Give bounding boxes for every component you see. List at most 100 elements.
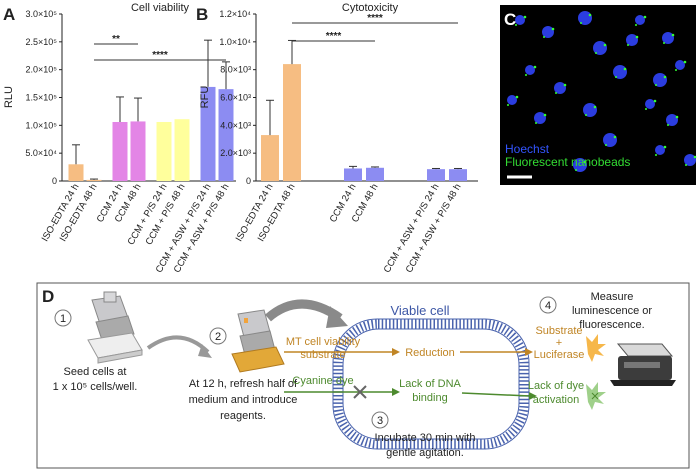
arrowhead (525, 348, 533, 356)
nanobead (563, 83, 567, 87)
nanobead (605, 144, 607, 146)
nanobead (643, 15, 647, 19)
process-label: Reduction (405, 347, 455, 359)
arrow (461, 392, 531, 397)
nanobead (523, 15, 527, 19)
nucleus (603, 133, 617, 147)
panel-label: C (504, 10, 516, 29)
text-line: Lack of dye (528, 380, 584, 392)
nanobead (613, 135, 617, 139)
nanobead (653, 99, 657, 103)
input-label: Cyanine dye (292, 375, 353, 387)
nanobead (667, 124, 669, 126)
nanobead (583, 160, 587, 164)
y-tick-label: 1.0×10⁵ (25, 120, 57, 130)
bar (261, 135, 279, 181)
nanobead (543, 36, 545, 38)
arrowhead (529, 392, 537, 400)
significance-label: **** (152, 50, 168, 61)
nucleus (534, 112, 546, 124)
nanobead (575, 169, 577, 171)
fluorescence-burst (586, 382, 606, 410)
y-tick-label: 4.0×10³ (220, 120, 251, 130)
nucleus (542, 26, 554, 38)
nucleus (662, 32, 674, 44)
nanobead (543, 113, 547, 117)
y-tick-label: 2.0×10⁵ (25, 65, 57, 75)
block-mark (591, 392, 599, 400)
step-text: Measure luminescence or fluorescence. (572, 291, 652, 331)
nanobead (533, 65, 537, 69)
arrowhead (392, 348, 400, 356)
nanobead (663, 75, 667, 79)
text-line: At 12 h, refresh half of (189, 378, 298, 390)
cell-membrane (333, 319, 529, 449)
block-mark (353, 385, 367, 399)
pipette-icon (231, 309, 285, 373)
cell-membrane (332, 318, 530, 450)
nucleus (583, 103, 597, 117)
nanobead (663, 145, 667, 149)
text-line: + (556, 337, 562, 349)
nucleus (578, 11, 592, 25)
nucleus (645, 99, 655, 109)
arrowhead (326, 306, 348, 328)
micrograph: C Hoechst Fluorescent nanobeads (500, 5, 697, 185)
arrowhead (198, 344, 212, 358)
nucleus (675, 60, 685, 70)
nanobead (675, 115, 679, 119)
bar (68, 164, 84, 181)
step-text: Incubate 30 min with gentle agitation. (375, 432, 476, 459)
bar (366, 167, 384, 181)
output-label: Substrate + Luciferase (534, 325, 585, 361)
nucleus (573, 158, 587, 172)
significance-label: **** (367, 13, 383, 24)
y-tick-label: 5.0×10⁴ (25, 148, 57, 158)
y-tick-label: 1.5×10⁵ (25, 93, 57, 103)
nucleus (613, 65, 627, 79)
y-axis-title: RFU (199, 86, 211, 109)
nanobead (603, 43, 607, 47)
nanobead (515, 95, 519, 99)
bar (156, 121, 172, 181)
y-tick-label: 3.0×10⁵ (25, 9, 57, 19)
text-line: Incubate 30 min with (375, 432, 476, 444)
panel-label: B (196, 5, 208, 24)
nucleus (515, 15, 525, 25)
bar (283, 64, 301, 181)
bar (344, 168, 362, 181)
nanobead (593, 105, 597, 109)
nanobead (675, 69, 677, 71)
legend-label: Fluorescent nanobeads (505, 155, 630, 169)
nanobead (685, 164, 687, 166)
nanobead (623, 67, 627, 71)
nanobead (663, 42, 665, 44)
panel-label: D (42, 287, 54, 306)
nanobead (595, 52, 597, 54)
nucleus (626, 34, 638, 46)
nanobead (507, 104, 509, 106)
text-line: activation (533, 394, 579, 406)
step-circle (539, 296, 557, 314)
nanobead (627, 44, 629, 46)
y-tick-label: 8.0×10³ (220, 65, 251, 75)
workflow-diagram: D 1 Seed cells at 1 x 10⁵ cells/well. 2 A… (36, 282, 690, 469)
bar (200, 86, 216, 181)
text-line: fluorescence. (579, 319, 644, 331)
plate-reader-icon (610, 343, 676, 386)
nanobead (515, 24, 517, 26)
y-axis-title: RLU (3, 86, 15, 108)
text-line: MT cell viability (286, 336, 361, 348)
y-tick-label: 1.2×10⁴ (219, 9, 251, 19)
output-label: Lack of dye activation (528, 380, 584, 406)
nanobead (585, 114, 587, 116)
y-tick-label: 1.0×10⁴ (219, 37, 251, 47)
cell-label: Viable cell (390, 303, 449, 318)
process-label: Lack of DNA binding (399, 378, 461, 404)
luminescence-burst (586, 334, 606, 362)
nucleus (666, 114, 678, 126)
y-tick-label: 6.0×10³ (220, 93, 251, 103)
bar (218, 89, 234, 181)
nucleus (635, 15, 645, 25)
nanobead (580, 22, 582, 24)
